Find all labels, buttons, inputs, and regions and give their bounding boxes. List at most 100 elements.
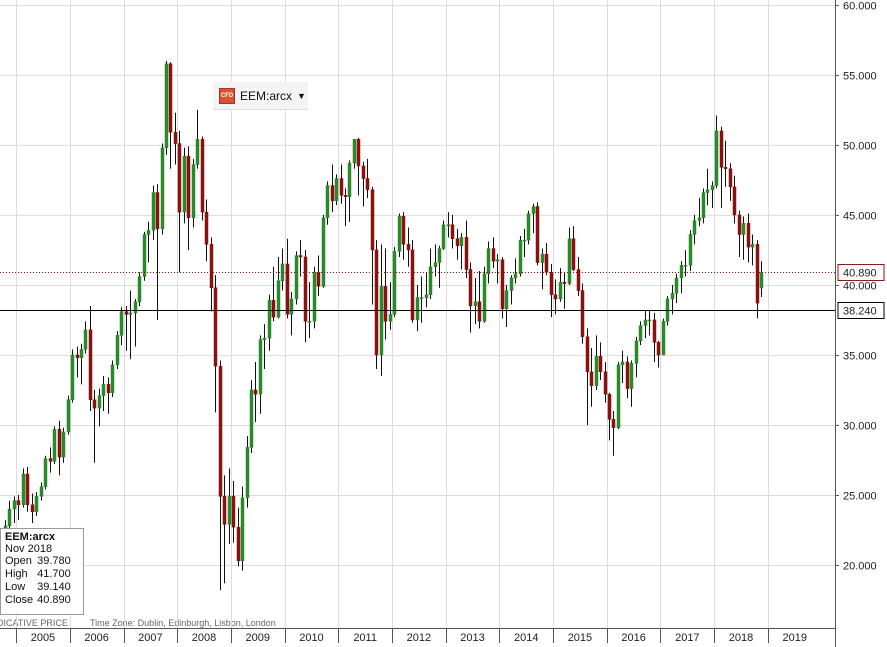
candle-body: [468, 269, 473, 307]
candle-body: [236, 526, 241, 562]
candle-body: [656, 342, 661, 356]
candle-body: [661, 321, 666, 356]
candle-body: [83, 329, 88, 350]
candle-body: [52, 428, 57, 462]
candle-body: [222, 496, 227, 525]
candle-body: [325, 185, 330, 218]
candle-body: [446, 224, 451, 226]
candle-body: [643, 319, 648, 326]
candle-body: [620, 361, 625, 366]
candle-body: [701, 192, 706, 218]
candle-body: [755, 244, 760, 304]
candle-body: [177, 143, 182, 213]
candle-body: [155, 192, 160, 230]
candle-body: [137, 276, 142, 302]
candle-body: [173, 132, 178, 144]
candle-body: [262, 337, 267, 340]
candle-body: [611, 419, 616, 429]
price-type: INDICATIVE PRICE: [0, 618, 68, 628]
candle-body: [321, 217, 326, 287]
candle-body: [186, 155, 191, 218]
candle-body: [191, 164, 196, 218]
info-symbol: EEM:arcx: [5, 531, 56, 543]
x-tick-label: 2018: [729, 632, 753, 644]
reference-label: 38.240: [843, 306, 877, 318]
candle-body: [379, 286, 384, 356]
last-price-box: [837, 264, 885, 281]
symbol-button[interactable]: CFD EEM:arcx ▼: [213, 82, 308, 110]
candle-body: [728, 168, 733, 188]
last-price-label: 40.890: [843, 268, 877, 280]
grid: [0, 0, 835, 628]
info-row: High 41.700: [5, 568, 75, 581]
x-tick-label: 2012: [407, 632, 431, 644]
x-tick-label: 2007: [138, 632, 162, 644]
candle-body: [339, 178, 344, 196]
candle-body: [347, 162, 352, 197]
candle-body: [500, 259, 505, 309]
candle-body: [562, 281, 567, 284]
candle-body: [397, 216, 402, 252]
candle-body: [558, 281, 563, 300]
y-tick-label: 60.000: [843, 0, 877, 12]
info-label: Close: [5, 594, 34, 606]
candle-body: [473, 301, 478, 307]
y-tick-label: 55.000: [843, 70, 877, 82]
y-tick-label: 30.000: [843, 420, 877, 432]
candle-body: [43, 458, 48, 487]
candle-body: [240, 497, 245, 562]
candle-body: [356, 139, 361, 167]
candle-body: [115, 335, 120, 366]
candle-body: [151, 192, 156, 231]
info-row: Low 39.140: [5, 581, 75, 594]
candle-body: [271, 300, 276, 318]
candle-body: [737, 214, 742, 235]
y-tick-label: 25.000: [843, 490, 877, 502]
info-row: Close 40.890: [5, 594, 75, 607]
candle-body: [544, 253, 549, 273]
candle-body: [509, 277, 514, 291]
info-value: 41.700: [37, 568, 71, 580]
symbol-label: EEM:arcx: [240, 88, 293, 103]
info-date: Nov 2018: [5, 543, 53, 555]
candles: [3, 60, 764, 591]
candle-body: [585, 336, 590, 373]
candle-body: [692, 220, 697, 235]
candle-body: [128, 312, 133, 315]
candle-body: [549, 272, 554, 295]
candle-body: [227, 496, 232, 525]
candle-body: [374, 249, 379, 356]
x-tick-label: 2019: [782, 632, 806, 644]
candle-body: [477, 301, 482, 322]
candle-body: [674, 277, 679, 294]
candle-body: [92, 399, 97, 409]
candle-body: [406, 244, 411, 251]
candle-body: [392, 251, 397, 315]
info-row: Open 39.780: [5, 555, 75, 568]
candle-body: [119, 311, 124, 336]
candle-body: [607, 393, 612, 420]
candle-body: [522, 239, 527, 242]
candle-body: [12, 500, 17, 510]
candle-body: [160, 147, 165, 230]
candle-body: [285, 263, 290, 315]
x-tick-label: 2017: [675, 632, 699, 644]
candle-body: [97, 395, 102, 409]
candle-body: [732, 186, 737, 216]
y-tick-label: 50.000: [843, 140, 877, 152]
candle-body: [625, 361, 630, 389]
candle-body: [25, 473, 30, 506]
candle-body: [330, 185, 335, 202]
candle-body: [504, 290, 509, 309]
candle-body: [464, 237, 469, 270]
candle-body: [182, 155, 187, 213]
candle-body: [383, 286, 388, 322]
candle-body: [428, 266, 433, 295]
candle-body: [719, 130, 724, 168]
x-tick-label: 2013: [460, 632, 484, 644]
candle-body: [679, 265, 684, 279]
candle-body: [531, 206, 536, 214]
candle-body: [370, 189, 375, 251]
candle-body: [540, 253, 545, 263]
